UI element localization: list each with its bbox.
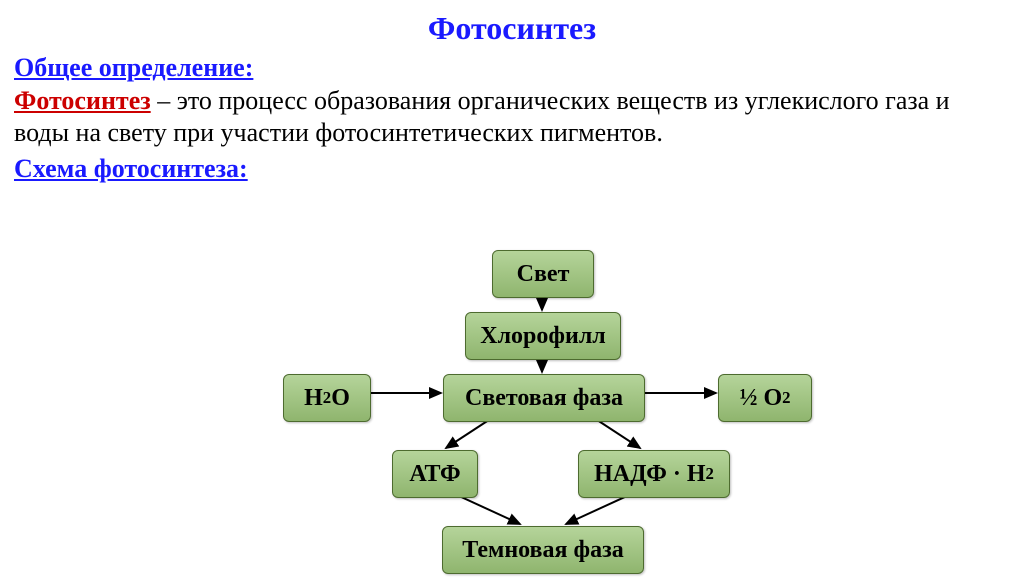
node-h2o: H2O	[283, 374, 371, 422]
definition-heading: Общее определение:	[14, 53, 1024, 83]
definition-body: – это процесс образования органических в…	[14, 86, 950, 147]
scheme-heading: Схема фотосинтеза:	[14, 154, 1024, 184]
definition-term: Фотосинтез	[14, 86, 151, 115]
node-lightphase: Световая фаза	[443, 374, 645, 422]
node-atp: АТФ	[392, 450, 478, 498]
page-title: Фотосинтез	[0, 10, 1024, 47]
node-light: Свет	[492, 250, 594, 298]
photosynthesis-diagram: Свет Хлорофилл H2O Световая фаза ½ O2 АТФ НАДФ…	[0, 250, 1024, 580]
node-halfO2: ½ O2	[718, 374, 812, 422]
definition-text: Фотосинтез – это процесс образования орг…	[14, 85, 1010, 148]
node-chloro: Хлорофилл	[465, 312, 621, 360]
node-darkphase: Темновая фаза	[442, 526, 644, 574]
node-nadph: НАДФ · H2	[578, 450, 730, 498]
